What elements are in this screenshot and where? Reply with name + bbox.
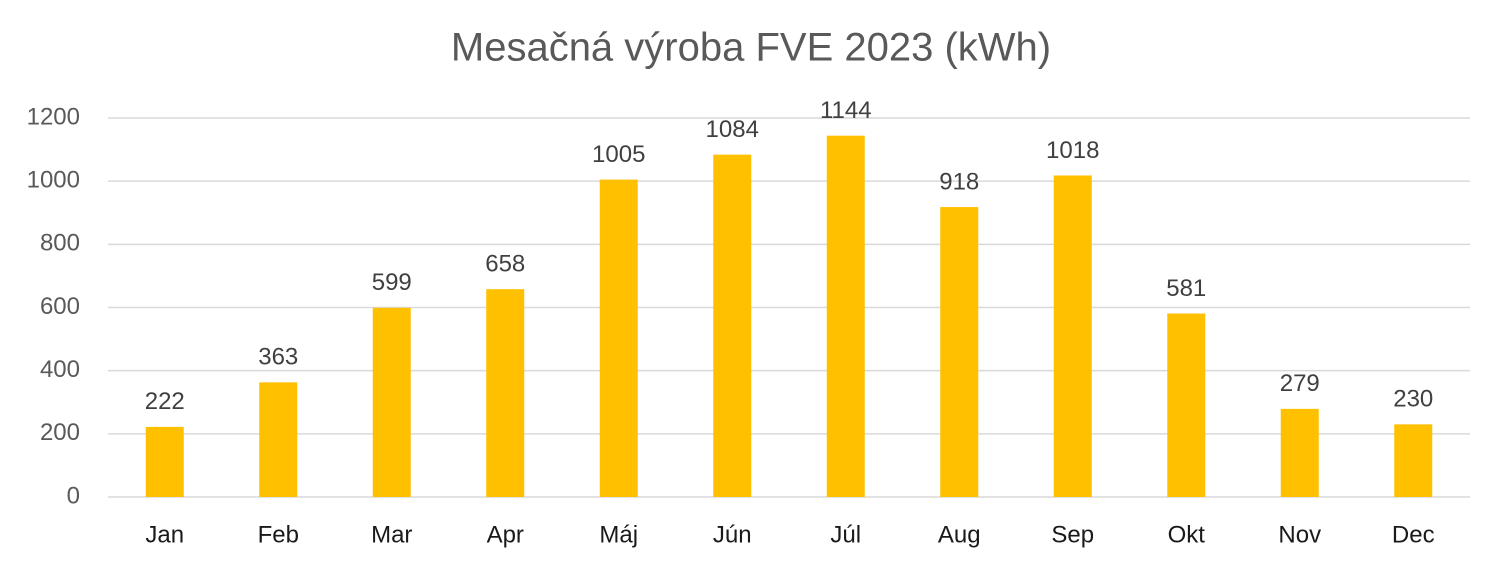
data-label: 1005 [592, 141, 645, 168]
data-label: 599 [372, 269, 412, 296]
data-label: 1144 [820, 97, 872, 124]
bar [259, 382, 298, 497]
y-tick-label: 800 [40, 230, 80, 257]
x-tick-label: Máj [599, 521, 638, 548]
y-tick-label: 1200 [27, 103, 80, 130]
y-tick-label: 600 [40, 293, 80, 320]
data-label: 363 [258, 344, 298, 371]
x-tick-label: Jan [145, 521, 184, 548]
bar [1053, 175, 1092, 497]
bar [372, 307, 411, 497]
bar [940, 207, 979, 497]
data-label: 1018 [1046, 137, 1099, 164]
x-tick-label: Aug [938, 521, 981, 548]
chart-title: Mesačná výroba FVE 2023 (kWh) [451, 26, 1051, 70]
data-label: 918 [939, 168, 979, 195]
x-tick-label: Apr [487, 521, 524, 548]
x-tick-label: Dec [1392, 521, 1435, 548]
data-label: 222 [145, 388, 185, 415]
x-tick-label: Okt [1168, 521, 1206, 548]
y-tick-label: 400 [40, 356, 80, 383]
bar [599, 179, 638, 497]
y-tick-label: 1000 [27, 167, 80, 194]
bar [1167, 313, 1206, 497]
data-label: 658 [485, 251, 525, 278]
bar [1394, 424, 1433, 497]
x-tick-label: Feb [258, 521, 299, 548]
y-tick-label: 200 [40, 419, 80, 446]
x-tick-label: Mar [371, 521, 412, 548]
data-label: 230 [1393, 386, 1433, 413]
bar [713, 154, 752, 498]
data-label: 279 [1280, 370, 1320, 397]
x-tick-label: Sep [1051, 521, 1094, 548]
data-label: 581 [1166, 275, 1206, 302]
x-tick-label: Júl [830, 521, 861, 548]
bar [145, 426, 184, 497]
data-label: 1084 [706, 116, 759, 143]
bar [1280, 408, 1319, 497]
y-tick-label: 0 [67, 482, 80, 509]
x-tick-label: Nov [1278, 521, 1321, 548]
x-tick-label: Jún [713, 521, 752, 548]
bar [486, 289, 525, 497]
bar [826, 135, 865, 498]
